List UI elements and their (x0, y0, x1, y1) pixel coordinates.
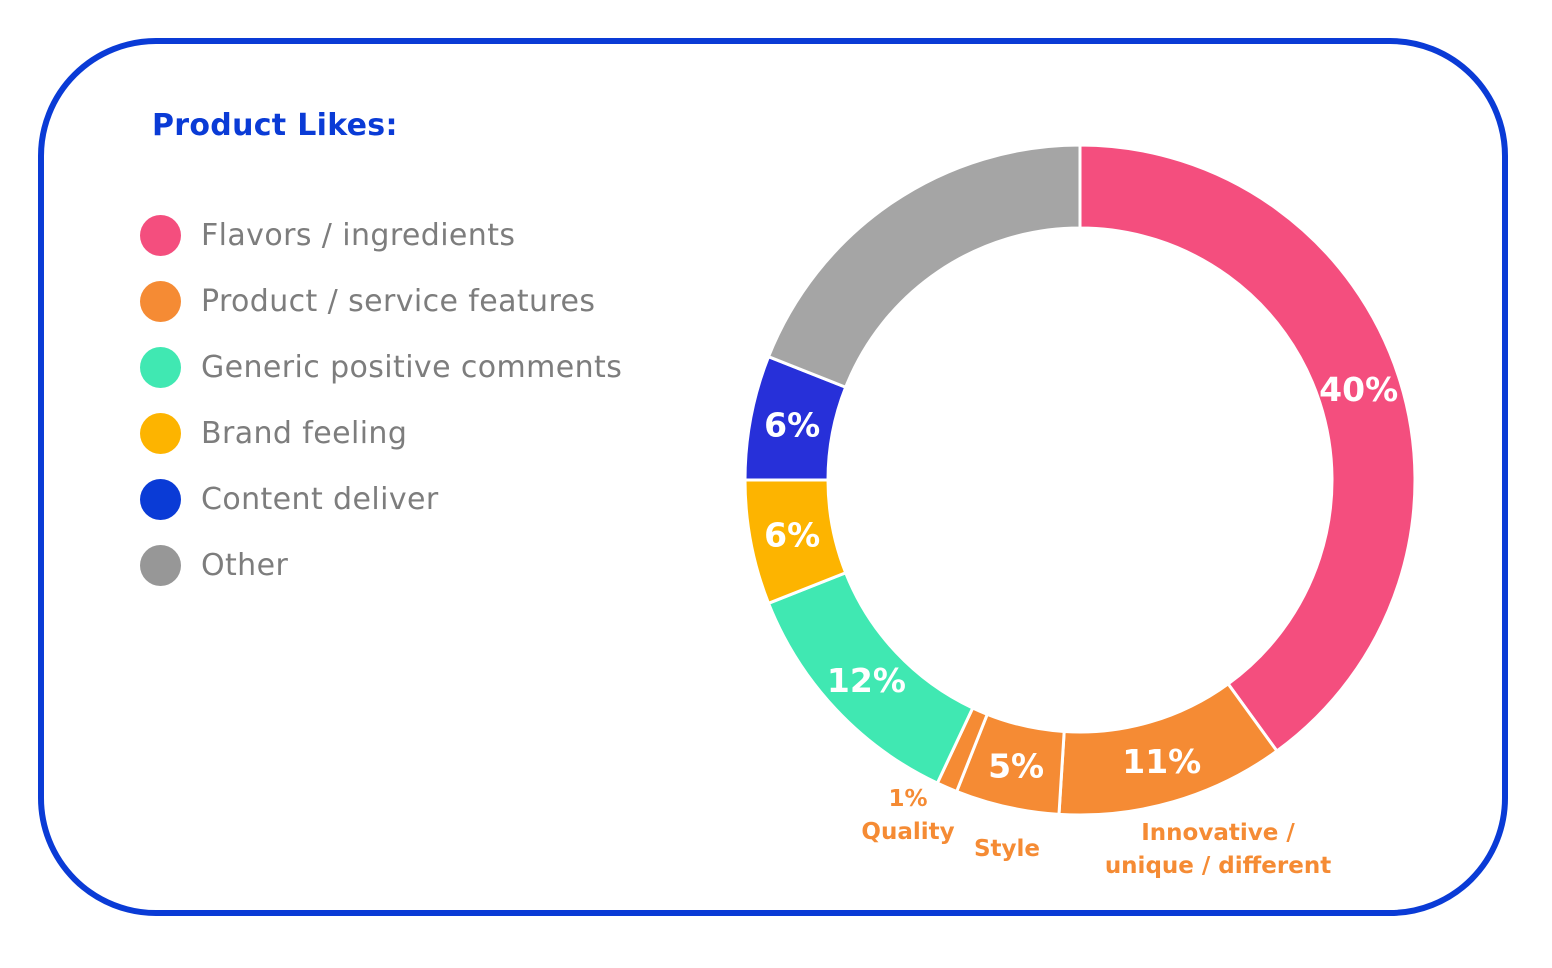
external-label-line: Style (974, 836, 1040, 862)
legend-swatch (140, 280, 181, 322)
legend-label: Flavors / ingredients (201, 217, 516, 253)
slice-flavors-ingredients (1078, 143, 1417, 754)
slice-value-label: 40% (1319, 370, 1398, 409)
external-label-line: Innovative / (1141, 820, 1295, 846)
slice-value-label: 5% (988, 746, 1044, 785)
legend-label: Content deliver (201, 481, 439, 517)
legend-swatch (140, 544, 181, 586)
external-label-2: Style (974, 836, 1040, 862)
legend-item-brand-feeling: Brand feeling (140, 400, 622, 466)
external-label-3: Innovative / unique / different (1105, 820, 1331, 879)
external-label-line: unique / different (1105, 853, 1331, 879)
legend-item-generic-positive-comments: Generic positive comments (140, 334, 622, 400)
legend-label: Brand feeling (201, 415, 408, 451)
legend: Flavors / ingredients Product / service f… (140, 202, 622, 598)
legend-item-product-service-features: Product / service features (140, 268, 622, 334)
legend-swatch (140, 478, 181, 520)
slice-value-label: 6% (764, 515, 820, 554)
external-label-line: Quality (861, 819, 954, 845)
legend-item-flavors-ingredients: Flavors / ingredients (140, 202, 622, 268)
legend-swatch (140, 346, 181, 388)
slice-value-label: 6% (764, 406, 820, 445)
legend-item-other: Other (140, 532, 622, 598)
legend-label: Other (201, 547, 289, 583)
legend-item-content-deliver: Content deliver (140, 466, 622, 532)
legend-label: Product / service features (201, 283, 596, 319)
slice-value-label: 12% (827, 661, 906, 700)
legend-swatch (140, 214, 181, 256)
legend-label: Generic positive comments (201, 349, 623, 385)
legend-swatch (140, 412, 181, 454)
slice-value-label: 11% (1122, 742, 1201, 781)
slice-other (766, 143, 1082, 390)
external-label-1: 1% Quality (861, 786, 954, 845)
external-label-line: 1% (888, 786, 927, 812)
chart-title: Product Likes: (152, 108, 398, 143)
